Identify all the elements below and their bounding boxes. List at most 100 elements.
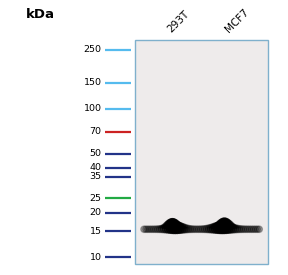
Ellipse shape bbox=[141, 226, 147, 232]
Ellipse shape bbox=[232, 227, 240, 228]
Ellipse shape bbox=[219, 218, 228, 229]
Ellipse shape bbox=[160, 225, 167, 233]
Ellipse shape bbox=[207, 225, 214, 233]
Text: 10: 10 bbox=[90, 253, 102, 262]
Ellipse shape bbox=[196, 226, 202, 232]
Ellipse shape bbox=[170, 222, 177, 233]
Ellipse shape bbox=[166, 223, 173, 233]
Ellipse shape bbox=[231, 224, 237, 233]
Ellipse shape bbox=[244, 226, 251, 232]
Ellipse shape bbox=[156, 226, 163, 232]
FancyBboxPatch shape bbox=[135, 40, 268, 264]
Ellipse shape bbox=[162, 224, 169, 233]
Text: 293T: 293T bbox=[165, 9, 191, 35]
Ellipse shape bbox=[213, 223, 219, 233]
Ellipse shape bbox=[163, 222, 172, 229]
Ellipse shape bbox=[166, 219, 174, 229]
Ellipse shape bbox=[225, 222, 231, 233]
Ellipse shape bbox=[169, 219, 178, 229]
Ellipse shape bbox=[211, 223, 217, 233]
Ellipse shape bbox=[205, 225, 212, 233]
Ellipse shape bbox=[216, 220, 225, 229]
Ellipse shape bbox=[238, 226, 245, 232]
Ellipse shape bbox=[172, 221, 180, 229]
Ellipse shape bbox=[231, 226, 239, 228]
Ellipse shape bbox=[215, 222, 221, 233]
Ellipse shape bbox=[167, 219, 176, 229]
Ellipse shape bbox=[248, 226, 255, 232]
Ellipse shape bbox=[211, 226, 219, 228]
Text: kDa: kDa bbox=[26, 8, 55, 21]
Ellipse shape bbox=[240, 226, 247, 232]
Ellipse shape bbox=[180, 224, 186, 233]
Text: 15: 15 bbox=[90, 227, 102, 236]
Ellipse shape bbox=[226, 222, 234, 229]
Ellipse shape bbox=[168, 219, 177, 229]
Ellipse shape bbox=[194, 226, 200, 232]
Ellipse shape bbox=[149, 226, 155, 232]
Text: 35: 35 bbox=[90, 172, 102, 181]
Ellipse shape bbox=[246, 226, 253, 232]
Ellipse shape bbox=[203, 226, 210, 233]
Ellipse shape bbox=[173, 222, 181, 229]
Ellipse shape bbox=[256, 226, 262, 232]
Ellipse shape bbox=[250, 226, 257, 232]
Ellipse shape bbox=[162, 223, 171, 229]
Ellipse shape bbox=[151, 226, 157, 232]
Ellipse shape bbox=[223, 222, 229, 233]
Ellipse shape bbox=[201, 226, 208, 233]
Ellipse shape bbox=[158, 226, 167, 228]
Ellipse shape bbox=[228, 224, 237, 229]
Ellipse shape bbox=[178, 226, 186, 228]
Ellipse shape bbox=[252, 226, 258, 232]
Ellipse shape bbox=[221, 222, 227, 233]
Ellipse shape bbox=[143, 226, 149, 232]
Ellipse shape bbox=[210, 226, 218, 228]
Ellipse shape bbox=[223, 219, 231, 229]
Ellipse shape bbox=[182, 224, 188, 233]
Text: 25: 25 bbox=[90, 194, 102, 203]
Ellipse shape bbox=[215, 222, 223, 229]
Ellipse shape bbox=[224, 220, 233, 229]
Text: 250: 250 bbox=[84, 45, 102, 54]
Ellipse shape bbox=[174, 222, 180, 233]
Ellipse shape bbox=[198, 226, 204, 232]
Ellipse shape bbox=[145, 226, 151, 232]
Ellipse shape bbox=[234, 225, 241, 233]
Text: 100: 100 bbox=[84, 104, 102, 113]
Ellipse shape bbox=[236, 226, 243, 233]
Text: MCF7: MCF7 bbox=[224, 7, 251, 35]
Ellipse shape bbox=[164, 221, 173, 229]
Ellipse shape bbox=[170, 219, 179, 229]
Ellipse shape bbox=[147, 226, 153, 232]
Ellipse shape bbox=[172, 222, 178, 233]
Ellipse shape bbox=[192, 226, 198, 232]
Ellipse shape bbox=[220, 218, 229, 230]
Ellipse shape bbox=[160, 226, 168, 228]
Ellipse shape bbox=[164, 224, 170, 233]
Text: 50: 50 bbox=[90, 149, 102, 158]
Ellipse shape bbox=[233, 225, 239, 233]
Ellipse shape bbox=[219, 222, 225, 233]
Ellipse shape bbox=[242, 226, 249, 232]
Ellipse shape bbox=[158, 226, 165, 233]
Ellipse shape bbox=[161, 224, 170, 228]
Ellipse shape bbox=[212, 224, 221, 229]
Ellipse shape bbox=[186, 226, 192, 233]
Ellipse shape bbox=[217, 219, 226, 229]
Ellipse shape bbox=[177, 226, 185, 228]
Ellipse shape bbox=[229, 226, 238, 228]
Ellipse shape bbox=[154, 226, 161, 232]
Ellipse shape bbox=[217, 222, 223, 233]
Ellipse shape bbox=[179, 227, 187, 228]
Ellipse shape bbox=[174, 223, 183, 229]
Ellipse shape bbox=[254, 226, 260, 232]
Ellipse shape bbox=[199, 226, 206, 232]
Ellipse shape bbox=[227, 223, 235, 229]
Text: 70: 70 bbox=[90, 127, 102, 136]
Ellipse shape bbox=[209, 224, 215, 233]
Text: 40: 40 bbox=[90, 163, 102, 172]
Ellipse shape bbox=[168, 222, 175, 233]
Ellipse shape bbox=[157, 227, 166, 228]
Text: 150: 150 bbox=[84, 78, 102, 87]
